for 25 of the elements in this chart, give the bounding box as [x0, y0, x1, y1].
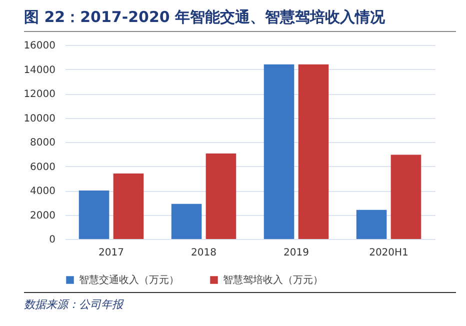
bar [356, 210, 387, 239]
x-tick-label: 2020H1 [369, 248, 408, 258]
y-tick-label: 4000 [30, 186, 56, 197]
y-tick-label: 0 [49, 234, 56, 246]
bar [298, 64, 329, 239]
bar [264, 64, 294, 239]
y-tick-label: 12000 [24, 89, 56, 100]
y-tick-label: 8000 [30, 138, 56, 148]
legend-label: 智慧交通收入（万元） [79, 274, 179, 286]
x-tick-label: 2018 [191, 248, 216, 258]
bar [390, 154, 422, 239]
y-tick-label: 14000 [24, 64, 56, 76]
chart-title: 图 22：2017-2020 年智能交通、智慧驾培收入情况 [24, 8, 456, 32]
x-tick-label: 2017 [98, 248, 124, 258]
source-note: 数据来源：公司年报 [24, 292, 456, 312]
y-tick-label: 10000 [24, 113, 56, 124]
legend-label: 智慧驾培收入（万元） [223, 274, 323, 286]
bar [78, 190, 110, 239]
y-tick-label: 2000 [30, 210, 56, 222]
y-tick-label: 16000 [24, 40, 56, 52]
bar [113, 174, 144, 239]
x-tick-label: 2019 [284, 248, 309, 258]
y-tick-label: 6000 [30, 162, 56, 173]
bar [171, 204, 202, 239]
bar [206, 154, 236, 239]
